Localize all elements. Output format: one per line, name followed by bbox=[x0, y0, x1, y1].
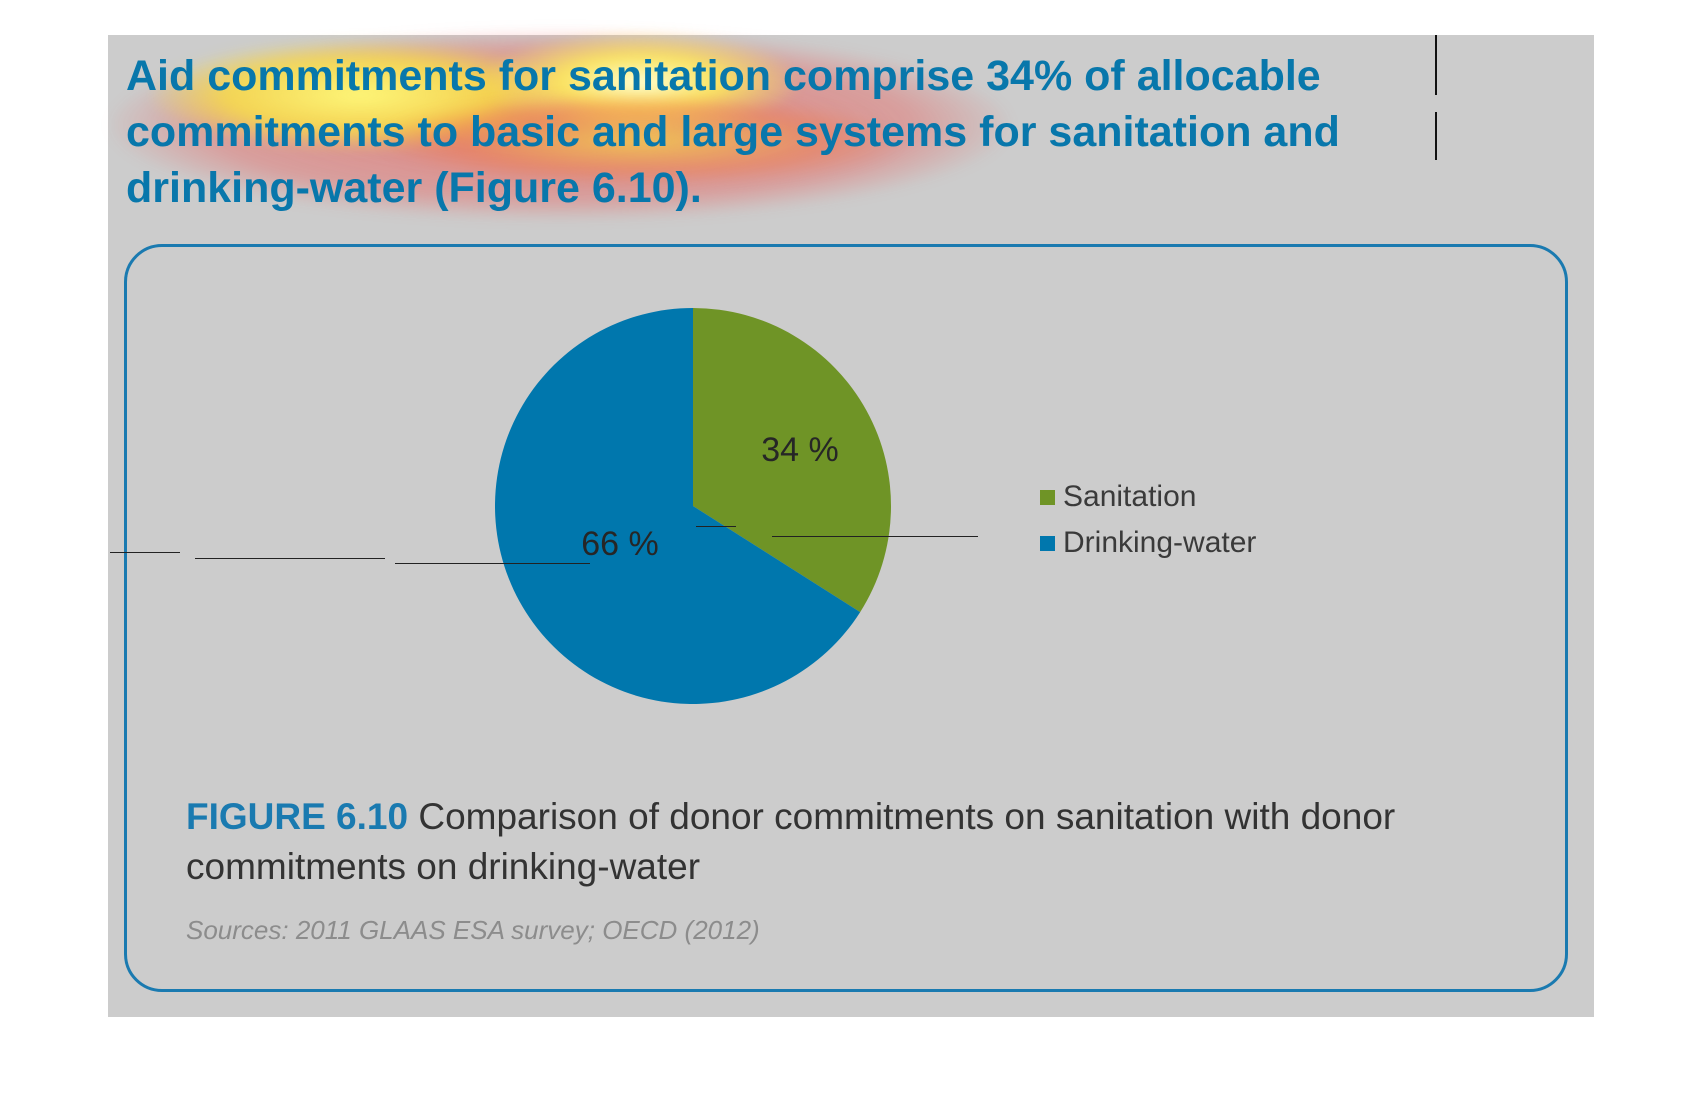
figure-caption: FIGURE 6.10 Comparison of donor commitme… bbox=[186, 792, 1506, 892]
figure-frame bbox=[124, 244, 1568, 992]
stray-line bbox=[696, 526, 736, 527]
stray-line bbox=[772, 536, 978, 537]
pie-slice-drinking-water bbox=[495, 308, 861, 705]
legend-label-sanitation: Sanitation bbox=[1063, 480, 1197, 513]
figure-title: Comparison of donor commitments on sanit… bbox=[186, 796, 1396, 887]
data-label-sanitation: 34 % bbox=[761, 431, 839, 469]
stray-line bbox=[195, 558, 385, 559]
text-cursor bbox=[1435, 112, 1437, 160]
data-label-drinking-water: 66 % bbox=[581, 525, 659, 563]
legend-swatch-drinking-water bbox=[1040, 535, 1055, 551]
legend-item-drinking-water: Drinking-water bbox=[1040, 520, 1256, 566]
stray-line bbox=[395, 563, 590, 564]
figure-label: FIGURE 6.10 bbox=[186, 796, 409, 837]
chart-legend: Sanitation Drinking-water bbox=[1040, 474, 1256, 566]
legend-swatch-sanitation bbox=[1040, 489, 1055, 505]
text-cursor bbox=[1435, 35, 1437, 95]
headline-text: Aid commitments for sanitation comprise … bbox=[126, 52, 1340, 212]
figure-source: Sources: 2011 GLAAS ESA survey; OECD (20… bbox=[186, 915, 760, 945]
legend-item-sanitation: Sanitation bbox=[1040, 474, 1256, 520]
stray-line bbox=[110, 552, 180, 553]
legend-label-drinking-water: Drinking-water bbox=[1063, 526, 1257, 559]
